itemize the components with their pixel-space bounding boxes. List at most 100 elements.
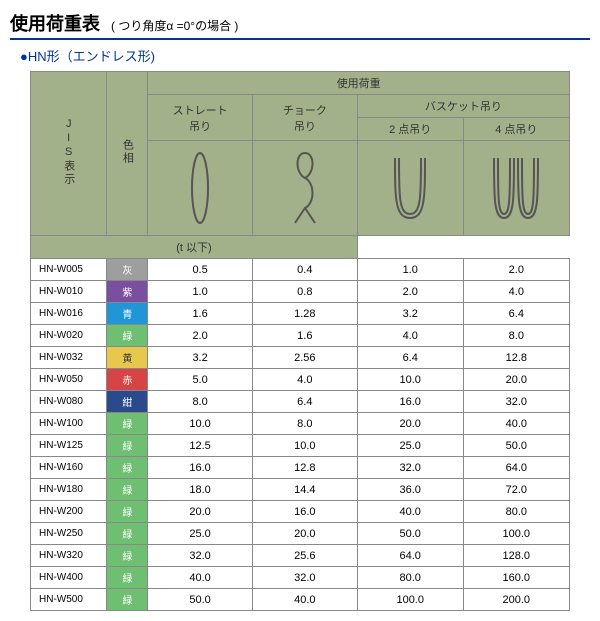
table-row: HN-W100緑10.08.020.040.0 [31, 413, 570, 435]
value-cell: 80.0 [463, 501, 569, 523]
table-row: HN-W010紫1.00.82.04.0 [31, 281, 570, 303]
subtitle: ●HN形（エンドレス形) [20, 46, 590, 65]
value-cell: 64.0 [463, 457, 569, 479]
table-row: HN-W160緑16.012.832.064.0 [31, 457, 570, 479]
value-cell: 2.0 [463, 259, 569, 281]
table-row: HN-W080紺8.06.416.032.0 [31, 391, 570, 413]
icon-choke [252, 141, 357, 236]
table-row: HN-W250緑25.020.050.0100.0 [31, 523, 570, 545]
value-cell: 160.0 [463, 567, 569, 589]
value-cell: 4.0 [463, 281, 569, 303]
value-cell: 20.0 [357, 413, 463, 435]
jis-cell: HN-W180 [31, 479, 107, 501]
value-cell: 64.0 [357, 545, 463, 567]
value-cell: 2.56 [252, 347, 357, 369]
color-cell: 黄 [107, 347, 148, 369]
table-row: HN-W180緑18.014.436.072.0 [31, 479, 570, 501]
value-cell: 80.0 [357, 567, 463, 589]
table-row: HN-W125緑12.510.025.050.0 [31, 435, 570, 457]
jis-cell: HN-W080 [31, 391, 107, 413]
value-cell: 36.0 [357, 479, 463, 501]
value-cell: 0.8 [252, 281, 357, 303]
value-cell: 1.0 [148, 281, 252, 303]
value-cell: 1.0 [357, 259, 463, 281]
header-jis: JIS表示 [31, 72, 107, 236]
value-cell: 4.0 [252, 369, 357, 391]
value-cell: 25.6 [252, 545, 357, 567]
value-cell: 32.0 [357, 457, 463, 479]
value-cell: 18.0 [148, 479, 252, 501]
load-table: JIS表示 色相 使用荷重 ストレート 吊り チョーク 吊り バスケット吊り 2… [30, 71, 570, 611]
table-row: HN-W400緑40.032.080.0160.0 [31, 567, 570, 589]
value-cell: 25.0 [357, 435, 463, 457]
value-cell: 1.6 [252, 325, 357, 347]
value-cell: 0.5 [148, 259, 252, 281]
jis-cell: HN-W016 [31, 303, 107, 325]
table-row: HN-W320緑32.025.664.0128.0 [31, 545, 570, 567]
value-cell: 12.8 [252, 457, 357, 479]
value-cell: 16.0 [357, 391, 463, 413]
color-cell: 灰 [107, 259, 148, 281]
color-cell: 緑 [107, 325, 148, 347]
color-cell: 紺 [107, 391, 148, 413]
color-cell: 緑 [107, 567, 148, 589]
value-cell: 1.6 [148, 303, 252, 325]
header-straight: ストレート 吊り [148, 95, 252, 141]
value-cell: 2.0 [148, 325, 252, 347]
table-row: HN-W005灰0.50.41.02.0 [31, 259, 570, 281]
jis-cell: HN-W320 [31, 545, 107, 567]
color-cell: 緑 [107, 523, 148, 545]
jis-cell: HN-W050 [31, 369, 107, 391]
value-cell: 6.4 [463, 303, 569, 325]
jis-cell: HN-W125 [31, 435, 107, 457]
value-cell: 10.0 [148, 413, 252, 435]
jis-cell: HN-W200 [31, 501, 107, 523]
color-cell: 緑 [107, 413, 148, 435]
jis-cell: HN-W160 [31, 457, 107, 479]
header-basket: バスケット吊り [357, 95, 569, 118]
value-cell: 32.0 [148, 545, 252, 567]
value-cell: 40.0 [148, 567, 252, 589]
value-cell: 50.0 [463, 435, 569, 457]
unit-row: (t 以下) [31, 236, 358, 259]
color-cell: 青 [107, 303, 148, 325]
value-cell: 10.0 [357, 369, 463, 391]
value-cell: 32.0 [252, 567, 357, 589]
table-row: HN-W032黄3.22.566.412.8 [31, 347, 570, 369]
table-row: HN-W016青1.61.283.26.4 [31, 303, 570, 325]
page-title: 使用荷重表 ( つり角度α =0°の場合 ) [10, 10, 590, 40]
value-cell: 12.8 [463, 347, 569, 369]
color-cell: 緑 [107, 457, 148, 479]
value-cell: 16.0 [148, 457, 252, 479]
value-cell: 5.0 [148, 369, 252, 391]
jis-cell: HN-W032 [31, 347, 107, 369]
value-cell: 8.0 [252, 413, 357, 435]
header-usage-load: 使用荷重 [148, 72, 570, 95]
color-cell: 緑 [107, 435, 148, 457]
value-cell: 20.0 [148, 501, 252, 523]
jis-cell: HN-W250 [31, 523, 107, 545]
color-cell: 紫 [107, 281, 148, 303]
value-cell: 8.0 [148, 391, 252, 413]
title-sub: ( つり角度α =0°の場合 ) [111, 19, 238, 33]
value-cell: 3.2 [357, 303, 463, 325]
color-cell: 緑 [107, 501, 148, 523]
value-cell: 14.4 [252, 479, 357, 501]
value-cell: 128.0 [463, 545, 569, 567]
value-cell: 20.0 [252, 523, 357, 545]
jis-cell: HN-W100 [31, 413, 107, 435]
value-cell: 2.0 [357, 281, 463, 303]
value-cell: 10.0 [252, 435, 357, 457]
value-cell: 16.0 [252, 501, 357, 523]
header-color: 色相 [107, 72, 148, 236]
title-main: 使用荷重表 [10, 14, 100, 34]
value-cell: 6.4 [252, 391, 357, 413]
jis-cell: HN-W005 [31, 259, 107, 281]
value-cell: 4.0 [357, 325, 463, 347]
table-row: HN-W050赤5.04.010.020.0 [31, 369, 570, 391]
header-4pt: 4 点吊り [463, 118, 569, 141]
table-row: HN-W020緑2.01.64.08.0 [31, 325, 570, 347]
header-2pt: 2 点吊り [357, 118, 463, 141]
value-cell: 6.4 [357, 347, 463, 369]
color-cell: 赤 [107, 369, 148, 391]
